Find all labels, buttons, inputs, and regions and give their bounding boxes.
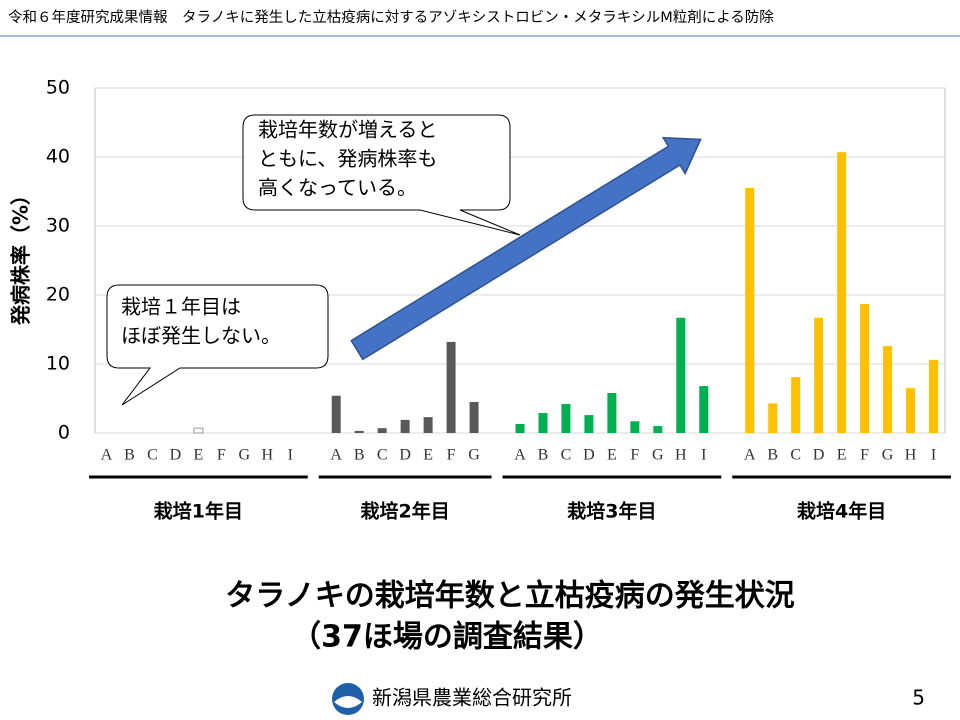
x-tick-label: A	[514, 447, 526, 464]
x-tick-label: G	[882, 447, 894, 464]
x-tick-label: C	[790, 447, 801, 464]
x-tick-label: G	[652, 447, 664, 464]
bar	[929, 359, 939, 433]
y-tick-label: 0	[58, 422, 70, 444]
bar	[768, 403, 778, 433]
x-tick-label: B	[538, 447, 549, 464]
bar	[354, 430, 364, 433]
group-label: 栽培4年目	[797, 500, 886, 523]
footer-org: 新潟県農業総合研究所	[372, 686, 572, 710]
x-tick-label: A	[744, 447, 756, 464]
x-tick-label: D	[583, 447, 595, 464]
x-tick-label: B	[354, 447, 365, 464]
x-tick-label: F	[217, 447, 226, 464]
group-label: 栽培3年目	[567, 500, 656, 523]
x-tick-label: C	[147, 447, 158, 464]
caption: タラノキの栽培年数と立枯疫病の発生状況	[225, 579, 794, 614]
x-tick-label: E	[193, 447, 203, 464]
callout-bubble	[242, 114, 521, 236]
x-tick-label: I	[701, 447, 706, 464]
page-number: 5	[912, 686, 925, 710]
group-label: 栽培1年目	[154, 500, 243, 523]
x-tick-label: F	[860, 447, 869, 464]
y-tick-label: 30	[46, 215, 70, 237]
y-axis-label: 発病株率（%）	[9, 185, 33, 326]
x-tick-label: F	[630, 447, 639, 464]
annotation-text: 栽培１年目は	[121, 295, 241, 319]
x-tick-label: D	[813, 447, 825, 464]
bar	[538, 412, 548, 433]
bar	[423, 417, 433, 433]
header: 令和６年度研究成果情報 タラノキに発生した立枯疫病に対するアゾキシストロビン・メ…	[8, 9, 774, 26]
x-tick-label: C	[377, 447, 388, 464]
x-tick-label: A	[330, 447, 342, 464]
bar	[193, 427, 204, 434]
bar	[515, 424, 525, 433]
caption: （37ほ場の調査結果）	[291, 620, 603, 655]
x-tick-label: E	[423, 447, 433, 464]
x-tick-label: E	[837, 447, 847, 464]
bar	[469, 401, 479, 433]
x-tick-label: I	[931, 447, 936, 464]
x-tick-label: H	[262, 447, 274, 464]
bar	[860, 303, 870, 433]
bar	[906, 388, 916, 433]
bar	[377, 428, 387, 433]
bar	[745, 188, 755, 433]
x-tick-label: B	[124, 447, 135, 464]
bar	[814, 317, 824, 433]
bar	[676, 317, 686, 433]
trend-arrow	[350, 136, 702, 361]
x-tick-label: D	[170, 447, 182, 464]
bar	[607, 392, 617, 433]
y-tick-label: 50	[46, 77, 70, 99]
y-tick-label: 10	[46, 353, 70, 375]
x-tick-label: G	[239, 447, 251, 464]
bar	[400, 419, 410, 433]
x-tick-label: D	[399, 447, 411, 464]
annotation-text: 高くなっている。	[258, 176, 417, 200]
x-tick-label: H	[675, 447, 687, 464]
x-tick-label: A	[101, 447, 113, 464]
x-tick-label: H	[905, 447, 917, 464]
bar	[653, 426, 663, 433]
x-tick-label: B	[767, 447, 778, 464]
bar	[561, 404, 571, 433]
group-label: 栽培2年目	[361, 500, 450, 523]
x-tick-label: G	[468, 447, 480, 464]
bar	[331, 395, 341, 433]
annotation-text: ほぼ発生しない。	[121, 324, 281, 348]
logo	[332, 683, 364, 715]
bar	[883, 346, 893, 433]
bar	[630, 421, 640, 433]
bar	[837, 152, 847, 434]
x-tick-label: C	[561, 447, 572, 464]
y-tick-label: 20	[46, 284, 70, 306]
bar	[446, 341, 456, 433]
annotation-text: ともに、発病株率も	[258, 147, 437, 171]
x-tick-label: F	[447, 447, 456, 464]
x-tick-label: I	[288, 447, 293, 464]
bar	[791, 377, 801, 433]
x-tick-label: E	[607, 447, 617, 464]
callout-bubble	[106, 284, 329, 406]
y-tick-label: 40	[46, 146, 70, 168]
bar	[584, 415, 594, 433]
bar	[699, 386, 709, 433]
annotation-text: 栽培年数が増えると	[258, 118, 437, 142]
